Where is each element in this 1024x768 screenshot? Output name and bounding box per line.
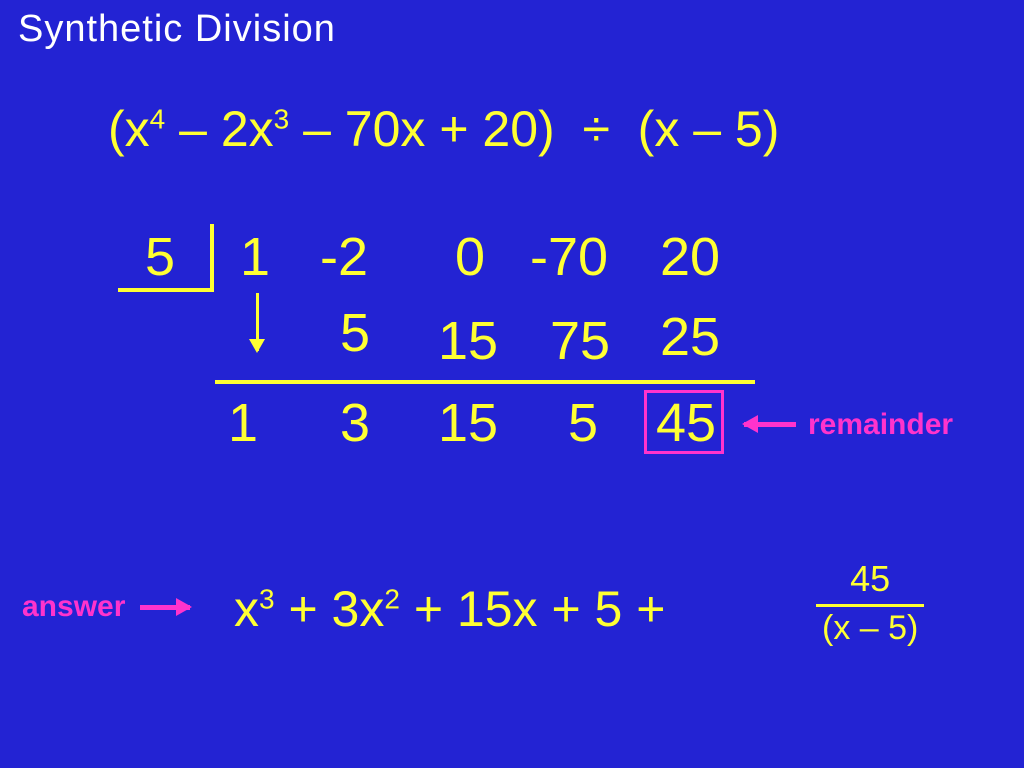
answer-arrow — [140, 605, 190, 610]
problem-expression: (x4 – 2x3 – 70x + 20) ÷ (x – 5) — [108, 100, 779, 158]
page-title: Synthetic Division — [18, 8, 336, 51]
coef-r1c1: 1 — [240, 226, 270, 288]
coef-r2c4: 75 — [550, 310, 610, 372]
coef-r1c2: -2 — [320, 226, 368, 288]
coef-r1c3: 0 — [455, 226, 485, 288]
coef-r1c4: -70 — [530, 226, 608, 288]
coef-r1c5: 20 — [660, 226, 720, 288]
coef-r3c2: 3 — [340, 392, 370, 454]
fraction-numerator: 45 — [840, 558, 900, 604]
answer-polynomial: x3 + 3x2 + 15x + 5 + — [234, 580, 665, 638]
coef-r2c5: 25 — [660, 306, 720, 368]
coef-r2c2: 5 — [340, 302, 370, 364]
bring-down-arrow — [256, 293, 259, 351]
remainder-box — [644, 390, 724, 454]
bracket-vertical — [210, 224, 214, 292]
coef-r3c4: 5 — [568, 392, 598, 454]
fraction-denominator: (x – 5) — [816, 604, 924, 648]
bracket-horizontal — [118, 288, 210, 292]
remainder-arrow — [744, 422, 796, 427]
answer-label: answer — [22, 590, 125, 624]
coef-r3c1: 1 — [228, 392, 258, 454]
answer-fraction: 45 (x – 5) — [816, 558, 924, 648]
coef-r3c3: 15 — [438, 392, 498, 454]
coef-r2c3: 15 — [438, 310, 498, 372]
remainder-label: remainder — [808, 408, 953, 442]
sum-line — [215, 380, 755, 384]
divisor-k: 5 — [145, 226, 175, 288]
